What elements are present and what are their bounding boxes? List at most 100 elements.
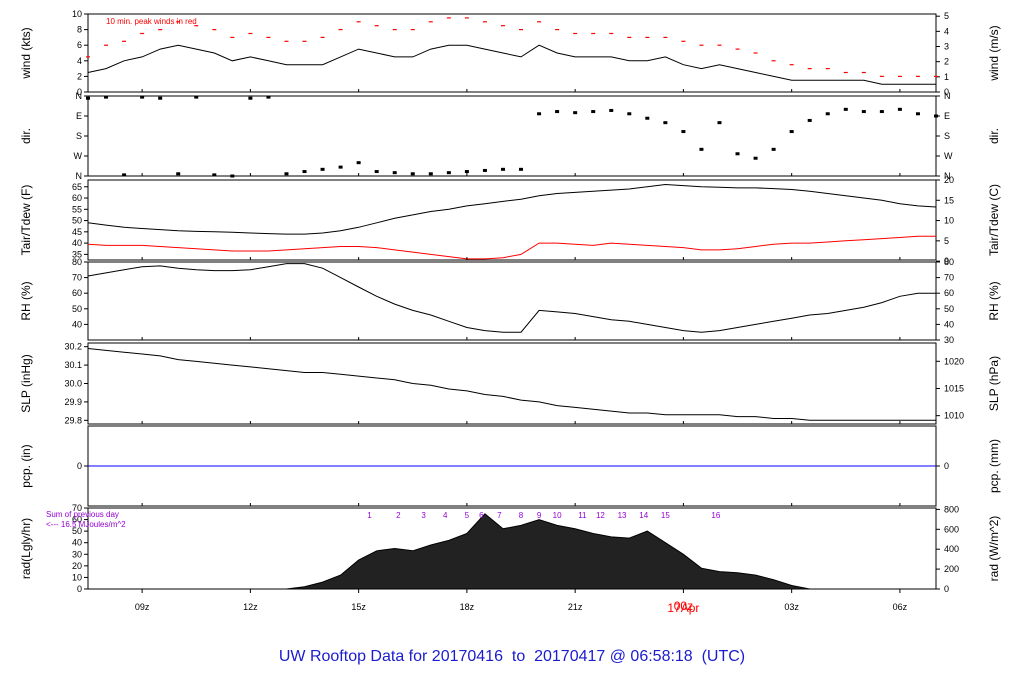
direction-point [212, 173, 217, 177]
direction-point [934, 114, 938, 118]
y-axis-label-left-temperature: Tair/Tdew (F) [19, 185, 33, 256]
y-tick-label-right: W [944, 151, 953, 161]
series-line-sea_level_pressure_inHg [87, 348, 936, 421]
y-tick-label-right: 0 [944, 256, 949, 266]
y-tick-label-left: 40 [72, 538, 82, 548]
y-tick-label-left: 60 [72, 515, 82, 525]
hour-label: 16 [711, 511, 720, 520]
direction-point [158, 96, 163, 100]
direction-point [374, 170, 379, 174]
y-axis-label-right-precip: pcp. (mm) [987, 439, 1001, 493]
y-tick-label-left: 40 [72, 238, 82, 248]
x-tick-label: 03z [784, 602, 799, 612]
direction-point [284, 172, 289, 176]
y-tick-label-right: 40 [944, 319, 954, 329]
y-tick-label-right: 20 [944, 175, 954, 185]
hour-label: 1 [367, 511, 372, 520]
hour-label: 4 [443, 511, 448, 520]
x-tick-label: 06z [893, 602, 908, 612]
y-tick-label-right: 1015 [944, 383, 964, 393]
y-axis-label-left-radiation: rad(Lgly/hr) [19, 518, 33, 579]
hour-label: 3 [421, 511, 426, 520]
y-tick-label-right: 2 [944, 57, 949, 67]
direction-point [176, 172, 181, 176]
y-tick-label-right: 0 [944, 87, 949, 97]
direction-point [861, 110, 866, 114]
y-tick-label-left: 50 [72, 216, 82, 226]
series-line-air_temperature_F [87, 183, 937, 235]
direction-point [699, 147, 704, 151]
y-tick-label-left: 6 [77, 40, 82, 50]
x-tick-label: 21z [568, 602, 583, 612]
y-tick-label-right: 70 [944, 273, 954, 283]
radiation-area [286, 513, 810, 590]
y-tick-label-right: 400 [944, 544, 959, 554]
direction-point [392, 171, 397, 175]
direction-point [86, 96, 90, 100]
y-tick-label-right: 200 [944, 564, 959, 574]
direction-point [230, 174, 235, 178]
hour-label: 7 [497, 511, 502, 520]
y-tick-label-left: 70 [72, 503, 82, 513]
y-tick-label-left: 30.2 [64, 342, 82, 352]
x-tick-label: 15z [351, 602, 366, 612]
y-tick-label-right: 0 [944, 461, 949, 471]
y-axis-label-right-rh: RH (%) [987, 281, 1001, 320]
direction-point [753, 156, 758, 160]
direction-point [320, 167, 325, 171]
panel-frame-temperature [87, 179, 937, 261]
y-tick-label-left: S [76, 131, 82, 141]
y-tick-label-right: 0 [944, 584, 949, 594]
x-tick-label: 09z [135, 602, 150, 612]
y-axis-label-right-wind: wind (m/s) [987, 25, 1001, 81]
direction-point [410, 172, 415, 176]
y-tick-label-left: 50 [72, 526, 82, 536]
y-tick-label-left: 70 [72, 273, 82, 283]
y-axis-label-left-rh: RH (%) [19, 281, 33, 320]
hour-label: 13 [618, 511, 627, 520]
y-axis-label-right-radiation: rad (W/m^2) [987, 516, 1001, 582]
direction-point [825, 112, 830, 116]
direction-point [897, 107, 902, 111]
direction-point [879, 110, 884, 114]
hour-label: 5 [465, 511, 470, 520]
direction-point [464, 170, 469, 174]
direction-point [519, 167, 524, 171]
series-line-dew_point_F [87, 235, 936, 260]
hour-label: 14 [639, 511, 648, 520]
direction-point [248, 96, 253, 100]
y-tick-label-right: 30 [944, 335, 954, 345]
y-tick-label-right: 1020 [944, 356, 964, 366]
y-tick-label-left: 20 [72, 561, 82, 571]
y-tick-label-right: N [944, 91, 951, 101]
y-tick-label-right: 15 [944, 195, 954, 205]
direction-point [771, 147, 776, 151]
date-label: 17Apr [667, 601, 699, 615]
direction-point [735, 152, 740, 156]
panel-frame-rh [87, 261, 937, 341]
hour-label: 6 [479, 511, 484, 520]
y-tick-label-right: 60 [944, 288, 954, 298]
hour-label: 2 [396, 511, 401, 520]
hour-label: 15 [661, 511, 670, 520]
hour-label: 12 [596, 511, 605, 520]
y-tick-label-right: 800 [944, 504, 959, 514]
direction-point [338, 165, 343, 169]
direction-point [591, 110, 596, 114]
panel-frame-dir [87, 95, 937, 177]
x-tick-label: 18z [460, 602, 475, 612]
y-tick-label-left: 29.9 [64, 397, 82, 407]
y-tick-label-left: 55 [72, 204, 82, 214]
x-tick-label: 00z [674, 599, 693, 613]
series-line-relative_humidity_pct [87, 263, 936, 333]
direction-point [789, 130, 794, 134]
direction-point [717, 121, 722, 125]
radiation-sum-value: <--- 16.5 MJoules/m^2 [46, 520, 126, 529]
y-tick-label-left: 45 [72, 227, 82, 237]
y-tick-label-right: 3 [944, 42, 949, 52]
y-axis-label-left-precip: pcp. (in) [19, 444, 33, 487]
direction-point [122, 173, 127, 177]
y-tick-label-left: 50 [72, 304, 82, 314]
y-tick-label-left: E [76, 111, 82, 121]
